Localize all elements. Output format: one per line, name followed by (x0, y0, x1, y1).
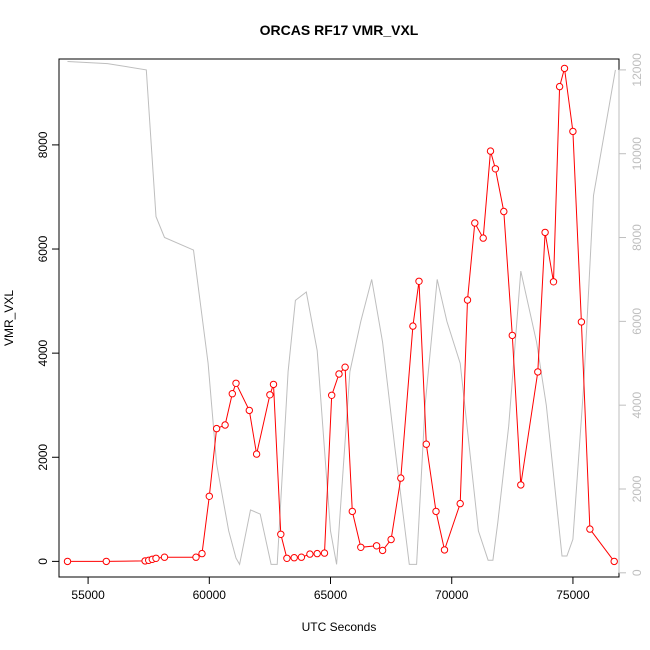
y-tick-label: 4000 (36, 339, 50, 366)
data-point (266, 391, 274, 399)
y2-tick-label: 4000 (630, 392, 644, 419)
data-point (341, 363, 349, 371)
y-axis-right: 0 2000 4000 6000 8000 10000 12000 (618, 53, 644, 576)
data-point (549, 278, 558, 286)
x-tick-label: 65000 (314, 588, 348, 602)
data-point (541, 228, 549, 237)
x-tick-label: 70000 (435, 588, 469, 602)
data-point (415, 277, 423, 285)
data-point (102, 557, 111, 566)
y2-tick-label: 6000 (630, 308, 644, 335)
data-point (290, 554, 298, 562)
data-point (378, 546, 387, 555)
series-line-secondary (67, 61, 616, 566)
data-point (232, 379, 240, 387)
data-point (245, 406, 254, 415)
data-point (212, 424, 221, 433)
data-point (397, 474, 405, 482)
data-point (152, 554, 160, 562)
data-point (357, 543, 365, 551)
data-point (500, 207, 508, 216)
data-point (283, 554, 291, 562)
data-point (610, 557, 618, 566)
y-axis-label: VMR_VXL (2, 290, 16, 346)
data-point (387, 535, 395, 544)
data-point (486, 147, 495, 155)
x-tick-label: 55000 (71, 588, 105, 602)
data-point (577, 318, 586, 326)
series-layer (63, 61, 618, 566)
data-point (297, 553, 306, 561)
data-point (198, 549, 206, 558)
data-point (432, 507, 440, 516)
data-point (328, 391, 336, 399)
data-point (269, 380, 278, 389)
data-point (277, 530, 285, 538)
series-line-vmr-vxl (67, 68, 615, 562)
data-point (205, 492, 214, 500)
y2-tick-label: 2000 (630, 475, 644, 502)
data-point (335, 370, 343, 378)
x-axis-label: UTC Seconds (302, 620, 377, 634)
data-point (63, 557, 72, 566)
data-point (440, 546, 449, 554)
y-axis-left: 0 2000 4000 6000 8000 (36, 131, 60, 565)
data-point (160, 553, 169, 561)
chart-title: ORCAS RF17 VMR_VXL (260, 22, 419, 38)
data-point (586, 525, 594, 533)
data-point (228, 390, 237, 398)
data-point (221, 421, 229, 429)
x-axis: 55000 60000 65000 70000 75000 (71, 576, 590, 602)
data-point (372, 542, 381, 550)
data-point (348, 507, 356, 516)
data-point (569, 127, 577, 136)
y2-tick-label: 0 (630, 569, 644, 576)
y-tick-label: 2000 (36, 444, 50, 471)
data-point (320, 549, 329, 557)
y2-tick-label: 8000 (630, 224, 644, 251)
y-tick-label: 6000 (36, 235, 50, 262)
y2-tick-label: 10000 (630, 137, 644, 171)
data-point (517, 481, 525, 489)
y2-tick-label: 12000 (630, 53, 644, 87)
data-point (463, 296, 472, 304)
data-point (422, 440, 430, 448)
data-point (313, 549, 321, 558)
data-point (306, 550, 314, 558)
data-point (560, 64, 569, 73)
data-point (479, 234, 487, 242)
data-point (471, 219, 479, 227)
plot-frame (58, 58, 620, 578)
data-point (508, 331, 516, 340)
y-tick-label: 0 (36, 558, 50, 565)
x-tick-label: 75000 (556, 588, 590, 602)
y-tick-label: 8000 (36, 131, 50, 158)
data-point (409, 322, 417, 330)
data-point (252, 450, 261, 458)
data-point (456, 499, 464, 508)
x-tick-label: 60000 (193, 588, 227, 602)
data-point (555, 82, 564, 91)
data-point (491, 165, 500, 173)
data-point (534, 368, 542, 376)
data-point (192, 553, 200, 561)
